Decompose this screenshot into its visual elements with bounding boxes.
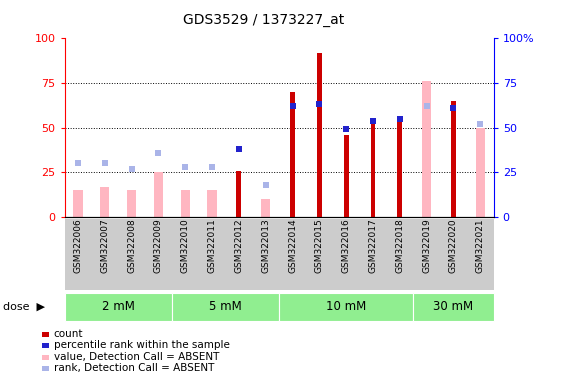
Bar	[371, 122, 375, 217]
Bar	[344, 135, 348, 217]
Bar	[208, 190, 217, 217]
Text: 30 mM: 30 mM	[434, 300, 473, 313]
Bar	[154, 172, 163, 217]
Text: 10 mM: 10 mM	[326, 300, 366, 313]
Bar	[451, 101, 456, 217]
Bar	[422, 81, 431, 217]
Text: 5 mM: 5 mM	[209, 300, 242, 313]
Text: 2 mM: 2 mM	[102, 300, 135, 313]
Bar	[290, 92, 295, 217]
Text: GDS3529 / 1373227_at: GDS3529 / 1373227_at	[183, 13, 344, 27]
Text: rank, Detection Call = ABSENT: rank, Detection Call = ABSENT	[54, 363, 214, 373]
Bar	[317, 53, 322, 217]
Bar	[476, 127, 485, 217]
Bar	[261, 199, 270, 217]
Bar	[127, 190, 136, 217]
Bar	[73, 190, 82, 217]
Text: percentile rank within the sample: percentile rank within the sample	[54, 340, 230, 350]
Bar	[181, 190, 190, 217]
Bar	[236, 170, 241, 217]
Text: count: count	[54, 329, 84, 339]
Text: dose  ▶: dose ▶	[3, 302, 45, 312]
Bar	[397, 121, 402, 217]
Bar	[100, 187, 109, 217]
Text: value, Detection Call = ABSENT: value, Detection Call = ABSENT	[54, 352, 219, 362]
